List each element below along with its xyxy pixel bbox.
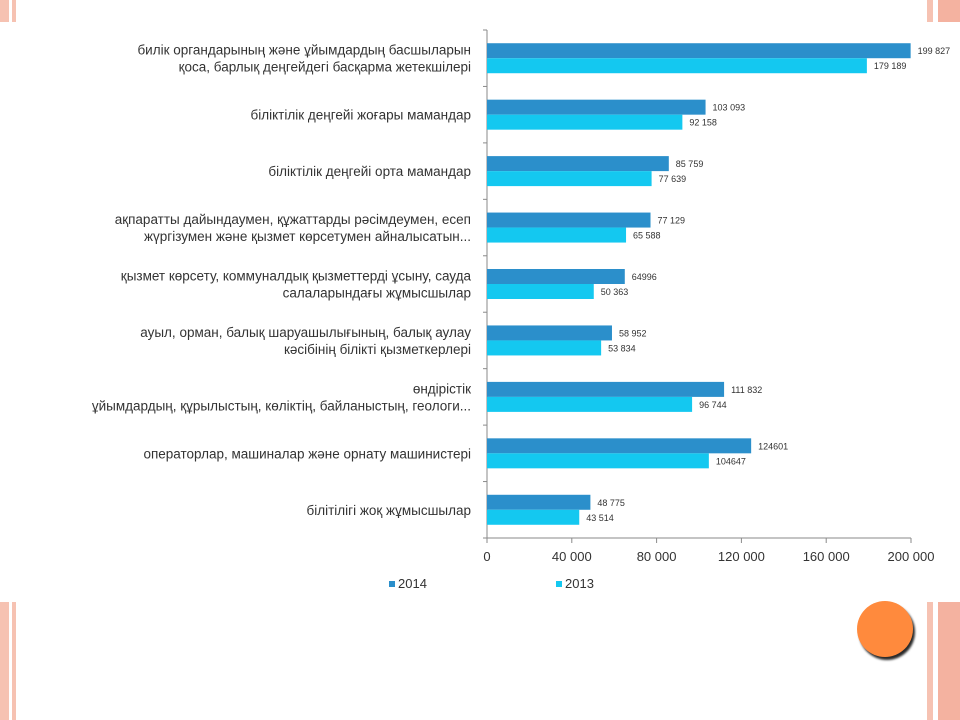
data-label-2014: 199 827 (918, 46, 951, 56)
bar-2014 (487, 43, 911, 59)
category-label: қызмет көрсету, коммуналдық қызметтерді … (121, 269, 472, 284)
bar-2013 (487, 340, 602, 356)
top-left-stripe-inner (12, 0, 16, 22)
bar-2013 (487, 509, 580, 525)
bottom-right-stripe-1 (927, 602, 933, 720)
category-label: қоса, барлық деңгейдегі басқарма жетекші… (179, 60, 471, 75)
x-tick-label: 160 000 (803, 549, 850, 564)
bar-2014 (487, 438, 752, 454)
data-label-2013: 77 639 (659, 174, 687, 184)
orange-circle-icon (857, 601, 913, 657)
bar-2014 (487, 156, 669, 172)
data-label-2014: 85 759 (676, 159, 704, 169)
data-label-2014: 48 775 (597, 498, 625, 508)
bar-2014 (487, 99, 706, 115)
legend-label-2013: 2013 (565, 576, 594, 591)
data-label-2014: 64996 (632, 272, 657, 282)
bar-2013 (487, 453, 709, 469)
x-tick-label: 200 000 (888, 549, 935, 564)
bar-2013 (487, 114, 683, 130)
data-label-2014: 111 832 (731, 385, 762, 395)
x-tick-label: 80 000 (637, 549, 677, 564)
data-label-2013: 50 363 (601, 287, 629, 297)
data-label-2014: 103 093 (713, 103, 746, 113)
data-label-2013: 104647 (716, 456, 746, 466)
data-label-2013: 96 744 (699, 400, 727, 410)
data-label-2014: 124601 (758, 441, 788, 451)
bar-2014 (487, 494, 591, 510)
bar-2014 (487, 212, 651, 228)
bar-2014 (487, 381, 725, 397)
category-label: біліктілік деңгейі орта мамандар (268, 164, 471, 179)
data-label-2013: 92 158 (689, 118, 717, 128)
category-label: ауыл, орман, балық шаруашылығының, балық… (140, 325, 471, 340)
category-label: жүргізумен және қызмет көрсетумен айналы… (144, 229, 471, 244)
category-label: операторлар, машиналар және орнату машин… (143, 446, 471, 461)
x-tick-label: 40 000 (552, 549, 592, 564)
x-tick-label: 120 000 (718, 549, 765, 564)
category-label: өндірістік (413, 381, 471, 396)
category-label: біліктілік деңгейі жоғары мамандар (250, 108, 471, 123)
category-label: білітілігі жоқ жұмысшылар (307, 503, 471, 518)
bar-2013 (487, 227, 627, 243)
category-label: ақпаратты дайындаумен, құжаттарды рәсімд… (115, 212, 471, 227)
top-right-stripe-2 (938, 0, 960, 22)
top-left-stripe-outer (0, 0, 9, 22)
category-label: кәсібінің білікті қызметкерлері (284, 342, 471, 357)
category-label: билік органдарының және ұйымдардың басшы… (137, 43, 471, 58)
category-label: ұйымдардың, құрылыстың, көліктің, байлан… (92, 398, 471, 413)
legend-label-2014: 2014 (398, 576, 427, 591)
bar-2013 (487, 171, 652, 187)
bottom-left-stripe-outer (0, 602, 9, 720)
legend-swatch-2014 (389, 581, 395, 587)
bottom-left-stripe-inner (12, 602, 16, 720)
data-label-2013: 65 588 (633, 231, 661, 241)
data-label-2013: 43 514 (586, 513, 614, 523)
data-label-2013: 179 189 (874, 61, 907, 71)
bar-2013 (487, 396, 693, 412)
top-right-stripe-1 (927, 0, 933, 22)
x-tick-label: 0 (483, 549, 490, 564)
bottom-right-stripe-2 (938, 602, 960, 720)
bar-2013 (487, 58, 867, 74)
bar-2014 (487, 269, 625, 284)
data-label-2013: 53 834 (608, 343, 636, 353)
legend-swatch-2013 (556, 581, 562, 587)
category-label: салаларындағы жұмысшылар (283, 286, 471, 301)
bar-2014 (487, 325, 612, 341)
data-label-2014: 58 952 (619, 328, 647, 338)
bar-2013 (487, 284, 594, 299)
data-label-2014: 77 129 (658, 216, 686, 226)
